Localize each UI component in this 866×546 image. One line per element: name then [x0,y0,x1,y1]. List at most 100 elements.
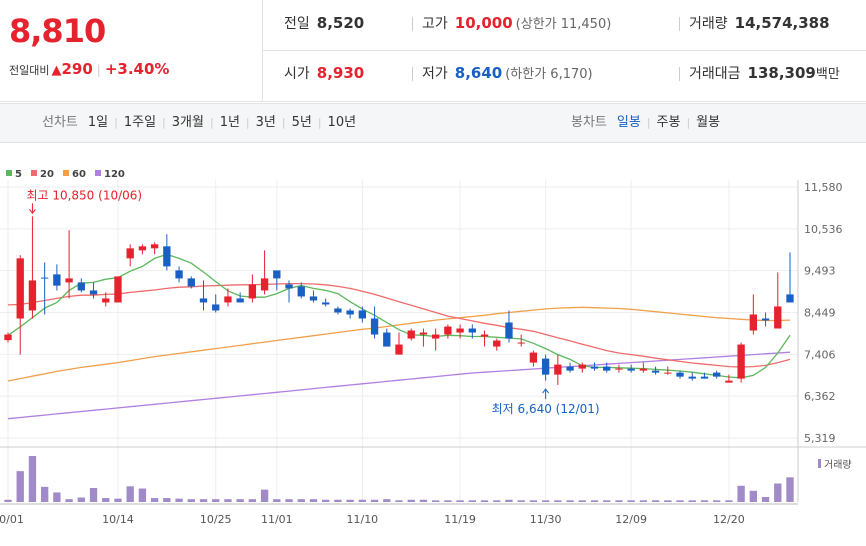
candle-body [65,278,73,283]
volume-bar [53,492,61,502]
y-tick-label: 10,536 [804,223,843,236]
candle-body [737,344,745,379]
y-tick-label: 11,580 [804,181,843,194]
candle-body [114,276,122,303]
volume-bar [431,500,440,502]
x-tick-label: 11/10 [346,513,378,526]
high-annotation-label: 최고 10,850 (10/06) [26,188,142,202]
y-tick-label: 9,493 [804,265,836,278]
volume-bar [4,499,12,502]
x-tick-label: 10/14 [102,513,134,526]
candle-body [456,328,464,333]
candle-body [480,334,489,337]
volume-bar [334,499,342,502]
period-3y[interactable]: 3년 [255,115,276,130]
candle-chart-title: 봉차트 [571,115,607,130]
stat-volume: 거래량 14,574,388 [689,14,830,32]
volume-bar [554,500,562,502]
candle-body [212,304,220,311]
candle-body [309,296,318,301]
chart-axes: 11,580 10,536 9,493 8,449 7,406 6,362 5,319 10/… [0,181,843,526]
period-1d[interactable]: 1일 [87,115,109,130]
volume-bar [566,500,574,502]
y-tick-label: 5,319 [804,432,836,445]
legend-label: 5 [15,169,22,180]
candle-body [77,282,85,291]
candle-body [615,368,623,370]
stat-open: 시가 8,930 [284,64,365,82]
candle-body [285,284,293,289]
period-5y[interactable]: 5년 [291,115,312,130]
candle-body [358,310,367,319]
candle-monthly[interactable]: 월봉 [696,115,721,130]
moving-average-lines [7,253,791,420]
legend-swatch [6,170,12,176]
price-box: 8,810 전일대비 ▲290 | +3.40% [0,0,263,101]
candle-body [566,366,574,371]
volume-bar [309,499,318,502]
candle-body [40,277,49,279]
volume-bar [40,486,49,502]
period-10y[interactable]: 10년 [327,115,357,130]
current-price: 8,810 [9,12,106,50]
legend-label: 20 [40,169,54,180]
volume-legend-label: 거래량 [824,459,852,471]
candle-body [700,376,709,379]
period-1w[interactable]: 1주일 [123,115,157,130]
candle-body [468,328,476,333]
x-tick-label: 12/09 [615,513,647,526]
candle-body [688,376,696,379]
stat-high: 고가 10,000 (상한가 11,450) [422,14,612,32]
candle-daily[interactable]: 일봉 [616,115,641,130]
price-chart[interactable]: 5 20 60 120 거래량 최고 10,850 (10/06) 최저 6,640 (… [0,142,866,546]
candle-body [786,294,794,303]
volume-bar [493,500,501,502]
stat-amount: 거래대금 138,309백만 [689,64,840,82]
line-chart-title: 선차트 [42,115,78,130]
volume-bar [749,490,758,502]
change-amount: 290 [61,60,93,78]
period-1y[interactable]: 1년 [219,115,240,130]
candle-body [578,364,586,369]
candle-body [163,246,171,267]
quote-header: 8,810 전일대비 ▲290 | +3.40% 전일 8,520 고가 10,000 (상… [0,0,866,102]
volume-bar [273,499,281,502]
volume-bar [175,498,183,502]
volume-bar [102,498,110,502]
candle-body [419,332,428,335]
volume-bar [517,500,525,502]
candle-body [505,322,513,339]
candle-body [322,302,330,305]
ma5-line [7,253,791,379]
legend-swatch [95,170,101,176]
candle-weekly[interactable]: 주봉 [656,115,681,130]
volume-bar [285,499,293,502]
candle-body [175,270,183,279]
volume-bar [77,497,85,502]
y-tick-label: 6,362 [804,390,836,403]
candle-body [517,342,525,344]
volume-bars: 거래량 [4,456,852,502]
volume-bar [28,456,37,502]
candle-body [102,298,110,303]
volume-bar [676,500,684,502]
candle-body [603,366,611,371]
volume-bar [615,500,623,502]
volume-bar [395,500,403,502]
candle-body [334,308,342,313]
candle-body [761,318,770,321]
volume-bar [114,498,122,502]
volume-bar [590,500,599,502]
period-3m[interactable]: 3개월 [171,115,204,130]
candle-body [150,244,159,249]
candle-body [554,364,562,375]
x-tick-label: 10/01 [0,513,24,526]
volume-bar [786,477,794,502]
candle-body [529,352,538,363]
volume-bar [224,499,232,502]
candle-selector: 봉차트 일봉 | 주봉 | 월봉 [571,115,721,130]
candle-body [431,334,440,339]
volume-bar [664,500,672,502]
chart-grid [0,180,866,505]
candle-body [273,270,281,279]
